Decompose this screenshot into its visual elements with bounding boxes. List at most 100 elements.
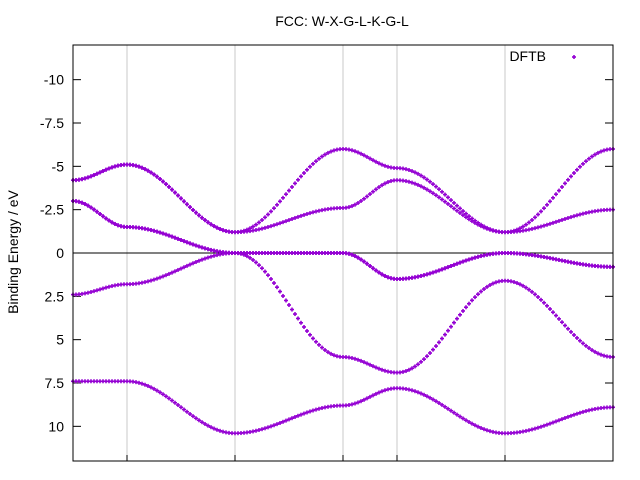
data-point-band5-119 [428,179,432,184]
data-point-band4-70 [281,220,285,225]
data-point-band0-153 [530,427,534,432]
data-point-band0-162 [557,418,561,423]
data-point-band0-168 [575,411,579,416]
data-point-band4-98 [365,194,369,199]
data-point-band0-98 [365,396,369,401]
data-point-band5-151 [524,222,528,227]
data-point-band1-40 [191,261,195,266]
data-point-band5-68 [275,202,279,207]
data-point-band4-66 [269,224,273,229]
chart-title: FCC: W-X-G-L-K-G-L [275,13,409,29]
data-point-band0-26 [149,385,153,390]
data-point-band1-74 [293,312,297,317]
data-point-band5-157 [542,206,546,211]
data-point-band5-69 [278,199,282,204]
data-point-band5-114 [413,170,417,175]
y-tick-label-1: -7.5 [40,115,64,131]
data-point-band0-67 [272,423,276,428]
data-point-band1-63 [260,266,264,271]
data-point-band0-66 [269,424,273,429]
data-point-band4-166 [569,215,573,220]
data-point-band0-137 [482,427,486,432]
data-point-band4-125 [446,201,450,206]
data-point-band1-116 [419,359,423,364]
data-point-band4-124 [443,199,447,204]
data-point-band1-162 [557,316,561,321]
data-point-band5-104 [383,163,387,168]
data-point-band0-154 [533,426,537,431]
data-point-band1-115 [416,362,420,367]
data-point-band1-152 [527,287,531,292]
data-point-band1-6 [89,290,93,294]
data-point-band1-128 [455,316,459,321]
data-point-band5-160 [551,195,555,200]
data-point-band3-105 [386,275,390,280]
data-point-band5-65 [266,212,270,217]
data-point-band5-47 [212,224,216,229]
data-point-band5-32 [167,184,171,189]
data-point-band1-176 [599,352,603,357]
data-point-band4-167 [572,214,576,219]
data-point-band1-10 [101,286,105,291]
data-point-band0-62 [257,428,261,433]
data-point-band5-99 [368,156,372,161]
data-point-band5-161 [554,192,558,197]
data-point-band1-161 [554,313,558,318]
data-point-band5-134 [473,218,477,223]
data-point-band5-61 [254,222,258,227]
data-point-band0-80 [311,408,315,413]
data-point-band0-115 [416,390,420,395]
data-point-band0-40 [191,414,195,419]
data-point-band4-100 [371,189,375,194]
data-point-band0-76 [299,412,303,417]
data-point-band0-119 [428,395,432,400]
data-point-band0-114 [413,389,417,394]
data-point-band1-94 [353,356,357,361]
data-point-band5-43 [200,215,204,220]
data-point-band0-34 [173,400,177,405]
data-point-band4-99 [368,192,372,197]
data-point-band5-58 [245,227,249,232]
data-point-band5-163 [560,184,564,189]
data-point-band0-165 [566,414,570,419]
data-point-band1-8 [95,288,99,293]
data-point-band4-131 [464,215,468,220]
data-point-band5-12 [107,166,111,171]
data-point-band5-79 [308,164,312,169]
data-point-band1-27 [152,277,156,282]
data-point-band0-156 [539,424,543,429]
data-point-band0-126 [449,408,453,413]
data-point-band5-137 [482,224,486,229]
data-point-band5-167 [572,171,576,176]
data-point-band1-41 [194,260,198,265]
data-point-band0-135 [476,424,480,429]
data-point-band4-74 [293,215,297,220]
data-point-band1-98 [365,361,369,366]
data-point-band3-6 [89,205,93,210]
data-point-band5-59 [248,226,252,231]
data-point-band3-7 [92,207,96,212]
data-point-band0-136 [479,425,483,430]
data-point-band3-130 [461,259,465,264]
data-point-band1-103 [380,367,384,372]
data-point-band4-122 [437,195,441,200]
data-point-band4-162 [557,218,561,223]
data-point-band1-136 [479,289,483,294]
data-point-band4-168 [575,213,579,218]
data-point-band1-79 [308,332,312,337]
data-point-band5-140 [491,228,495,233]
data-point-band1-33 [170,270,174,275]
data-point-band1-78 [305,329,309,333]
data-point-band1-28 [155,276,159,281]
data-point-band3-133 [470,256,474,261]
y-tick-label-2: -5 [52,158,65,174]
data-point-band4-117 [422,185,426,190]
data-point-band3-40 [191,242,195,247]
data-point-band5-103 [380,162,384,167]
data-point-band3-119 [428,271,432,276]
data-point-band1-39 [188,262,192,267]
data-point-band0-38 [185,409,189,414]
data-points [71,147,615,436]
